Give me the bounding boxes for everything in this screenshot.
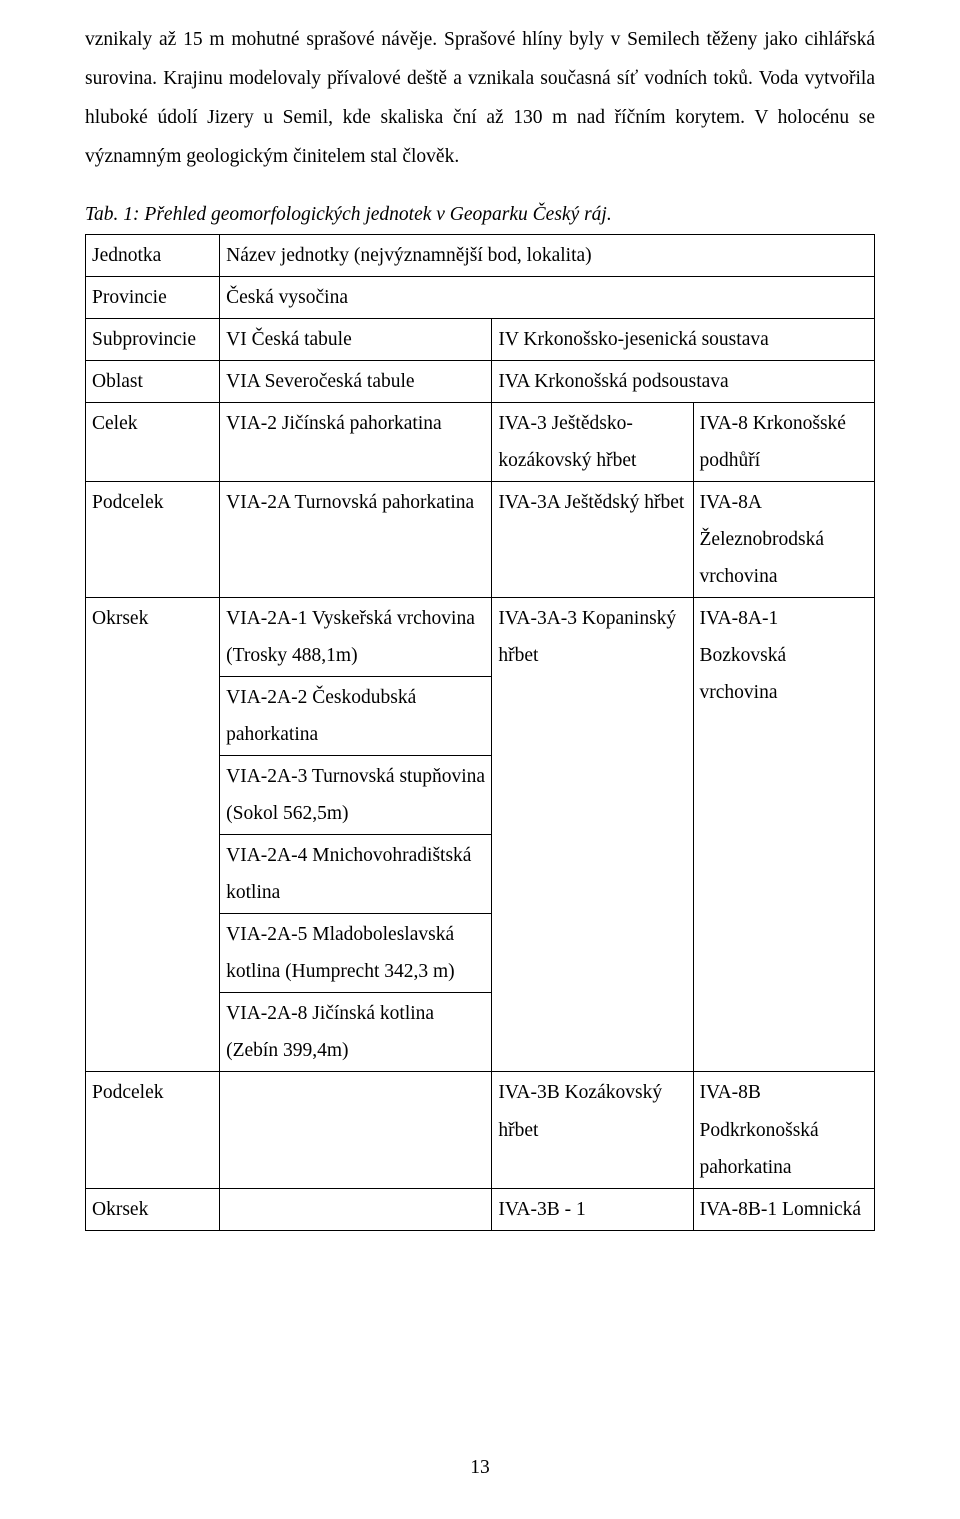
cell-podcelek2-v2: IVA-3B Kozákovský hřbet <box>492 1072 693 1188</box>
table-row: Subprovincie VI Česká tabule IV Krkonošs… <box>86 318 875 360</box>
cell-podcelek-v1: VIA-2A Turnovská pahorkatina <box>220 481 492 597</box>
cell-okrsek-v1b: VIA-2A-2 Českodubská pahorkatina <box>220 677 492 756</box>
cell-okrsek-v1d: VIA-2A-4 Mnichovohradištská kotlina <box>220 835 492 914</box>
cell-okrsek-v1e: VIA-2A-5 Mladoboleslavská kotlina (Humpr… <box>220 914 492 993</box>
cell-jednotka-label: Jednotka <box>86 234 220 276</box>
cell-okrsek2-label: Okrsek <box>86 1188 220 1230</box>
cell-okrsek-v1c: VIA-2A-3 Turnovská stupňovina (Sokol 562… <box>220 756 492 835</box>
cell-okrsek-v2: IVA-3A-3 Kopaninský hřbet <box>492 597 693 1072</box>
table-row: Okrsek IVA-3B - 1 IVA-8B-1 Lomnická <box>86 1188 875 1230</box>
cell-podcelek2-v1 <box>220 1072 492 1188</box>
cell-podcelek2-label: Podcelek <box>86 1072 220 1188</box>
cell-okrsek2-v3: IVA-8B-1 Lomnická <box>693 1188 874 1230</box>
cell-okrsek2-v1 <box>220 1188 492 1230</box>
cell-subprovincie-label: Subprovincie <box>86 318 220 360</box>
cell-okrsek-label: Okrsek <box>86 597 220 1072</box>
table-row: Oblast VIA Severočeská tabule IVA Krkono… <box>86 360 875 402</box>
page: vznikaly až 15 m mohutné sprašové návěje… <box>0 20 960 1519</box>
geomorph-units-table: Jednotka Název jednotky (nejvýznamnější … <box>85 234 875 1231</box>
table-row: Podcelek IVA-3B Kozákovský hřbet IVA-8B … <box>86 1072 875 1188</box>
cell-podcelek-label: Podcelek <box>86 481 220 597</box>
cell-okrsek-v3: IVA-8A-1 Bozkovská vrchovina <box>693 597 874 1072</box>
table-row: Jednotka Název jednotky (nejvýznamnější … <box>86 234 875 276</box>
cell-oblast-label: Oblast <box>86 360 220 402</box>
cell-podcelek-v3: IVA-8A Železnobrodská vrchovina <box>693 481 874 597</box>
table-caption: Tab. 1: Přehled geomorfologických jednot… <box>85 204 875 226</box>
cell-okrsek2-v2: IVA-3B - 1 <box>492 1188 693 1230</box>
cell-celek-v2: IVA-3 Ještědsko-kozákovský hřbet <box>492 402 693 481</box>
cell-celek-label: Celek <box>86 402 220 481</box>
cell-podcelek2-v3: IVA-8B Podkrkonošská pahorkatina <box>693 1072 874 1188</box>
cell-oblast-v1: VIA Severočeská tabule <box>220 360 492 402</box>
body-paragraph-1: vznikaly až 15 m mohutné sprašové návěje… <box>85 20 875 176</box>
cell-provincie-value: Česká vysočina <box>220 276 875 318</box>
cell-subprovincie-v2: IV Krkonošsko-jesenická soustava <box>492 318 875 360</box>
cell-subprovincie-v1: VI Česká tabule <box>220 318 492 360</box>
table-row: Podcelek VIA-2A Turnovská pahorkatina IV… <box>86 481 875 597</box>
page-number: 13 <box>0 1457 960 1479</box>
cell-nazev-header: Název jednotky (nejvýznamnější bod, loka… <box>220 234 875 276</box>
cell-okrsek-v1a: VIA-2A-1 Vyskeřská vrchovina (Trosky 488… <box>220 597 492 676</box>
table-row: Okrsek VIA-2A-1 Vyskeřská vrchovina (Tro… <box>86 597 875 676</box>
cell-okrsek-v1f: VIA-2A-8 Jičínská kotlina (Zebín 399,4m) <box>220 993 492 1072</box>
table-row: Celek VIA-2 Jičínská pahorkatina IVA-3 J… <box>86 402 875 481</box>
table-row: Provincie Česká vysočina <box>86 276 875 318</box>
cell-oblast-v2: IVA Krkonošská podsoustava <box>492 360 875 402</box>
cell-provincie-label: Provincie <box>86 276 220 318</box>
cell-celek-v3: IVA-8 Krkonošské podhůří <box>693 402 874 481</box>
cell-podcelek-v2: IVA-3A Ještědský hřbet <box>492 481 693 597</box>
cell-celek-v1: VIA-2 Jičínská pahorkatina <box>220 402 492 481</box>
